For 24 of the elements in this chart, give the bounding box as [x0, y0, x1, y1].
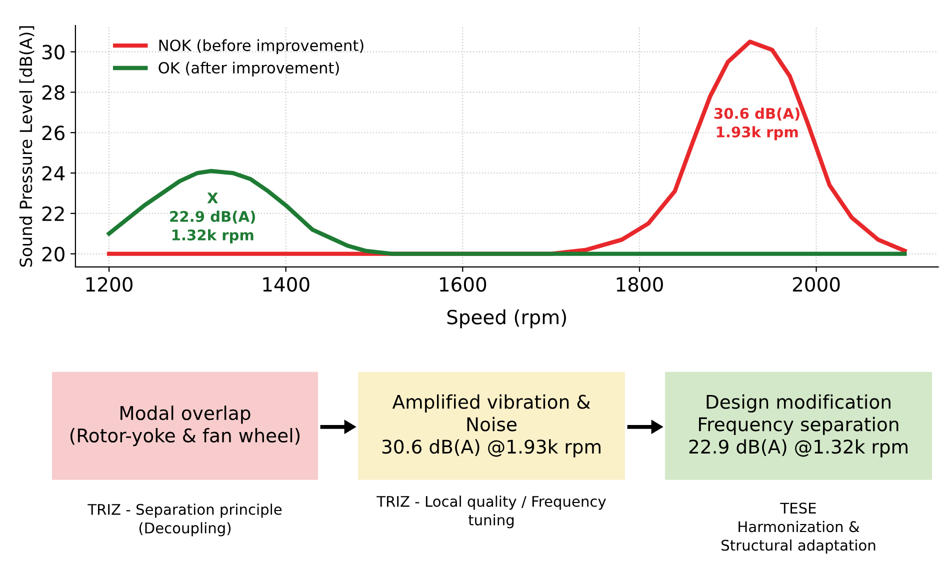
- legend-label: NOK (before improvement): [159, 39, 364, 54]
- text: TESE Harmonization & Structural adaptation: [722, 502, 876, 554]
- legend-label: OK (after improvement): [158, 62, 339, 77]
- line-series: [106, 168, 907, 256]
- x-tick-label: 1200: [86, 277, 132, 292]
- x-axis-title: Speed (rpm): [447, 309, 566, 328]
- x-tick-label: 2000: [792, 277, 840, 292]
- x-tick-label: 1400: [263, 277, 310, 292]
- y-tick-label: 26: [42, 126, 64, 140]
- text: Modal overlap (Rotor-yoke & fan wheel): [70, 406, 300, 446]
- x-tick-label: 1600: [440, 277, 486, 292]
- y-tick-label: 20: [42, 246, 64, 262]
- y-tick-label: 24: [42, 166, 65, 180]
- text: TRIZ - Separation principle (Decoupling): [88, 504, 282, 536]
- x-tick-label: 1800: [616, 277, 663, 292]
- text: TRIZ - Local quality / Frequency tuning: [376, 496, 606, 528]
- annotation: X 22.9 dB(A) 1.32k rpm: [170, 192, 255, 244]
- annotation: 30.6 dB(A) 1.93k rpm: [714, 108, 800, 140]
- y-tick-label: 30: [42, 44, 64, 60]
- y-tick-label: 22: [42, 206, 64, 221]
- text: Design modification Frequency separation 22.9 dB(A) @1.32k rpm: [689, 394, 908, 458]
- y-axis-title: Sound Pressure Level [dB(A)]: [19, 26, 34, 267]
- text: Amplified vibration & Noise 30.6 dB(A) @1.93k rpm: [382, 394, 600, 458]
- y-tick-label: 28: [42, 85, 64, 100]
